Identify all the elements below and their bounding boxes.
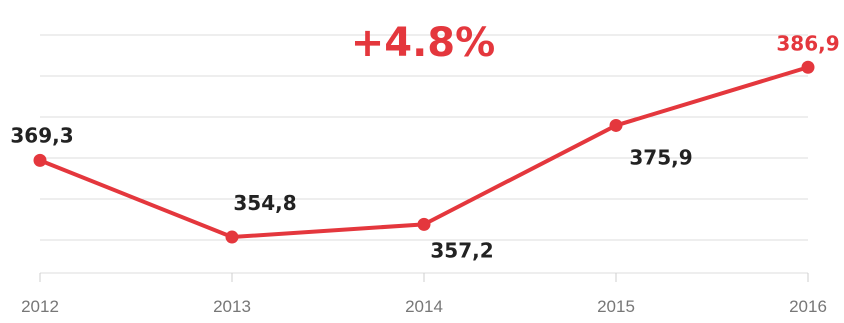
x-tick-label: 2012 [21,297,59,316]
data-labels: 369,3 354,8 357,2 375,9 386,9 [10,31,839,262]
series-line [38,65,810,240]
x-tick-label: 2015 [597,297,635,316]
gridlines [40,34,808,274]
x-tick-label: 2014 [405,297,443,316]
x-axis-ticks: 2012 2013 2014 2015 2016 [21,273,827,316]
data-label: 386,9 [776,31,839,55]
data-point [609,118,623,132]
data-point [33,153,47,167]
x-tick-label: 2013 [213,297,251,316]
data-label: 375,9 [629,145,692,169]
data-label: 354,8 [233,191,296,215]
x-tick-label: 2016 [789,297,827,316]
series [33,60,815,244]
data-point [417,217,431,231]
data-point [225,230,239,244]
data-label: 357,2 [430,238,493,262]
percent-change-annotation: +4.8% [351,20,495,66]
data-label: 369,3 [10,123,73,147]
data-point [801,60,815,74]
